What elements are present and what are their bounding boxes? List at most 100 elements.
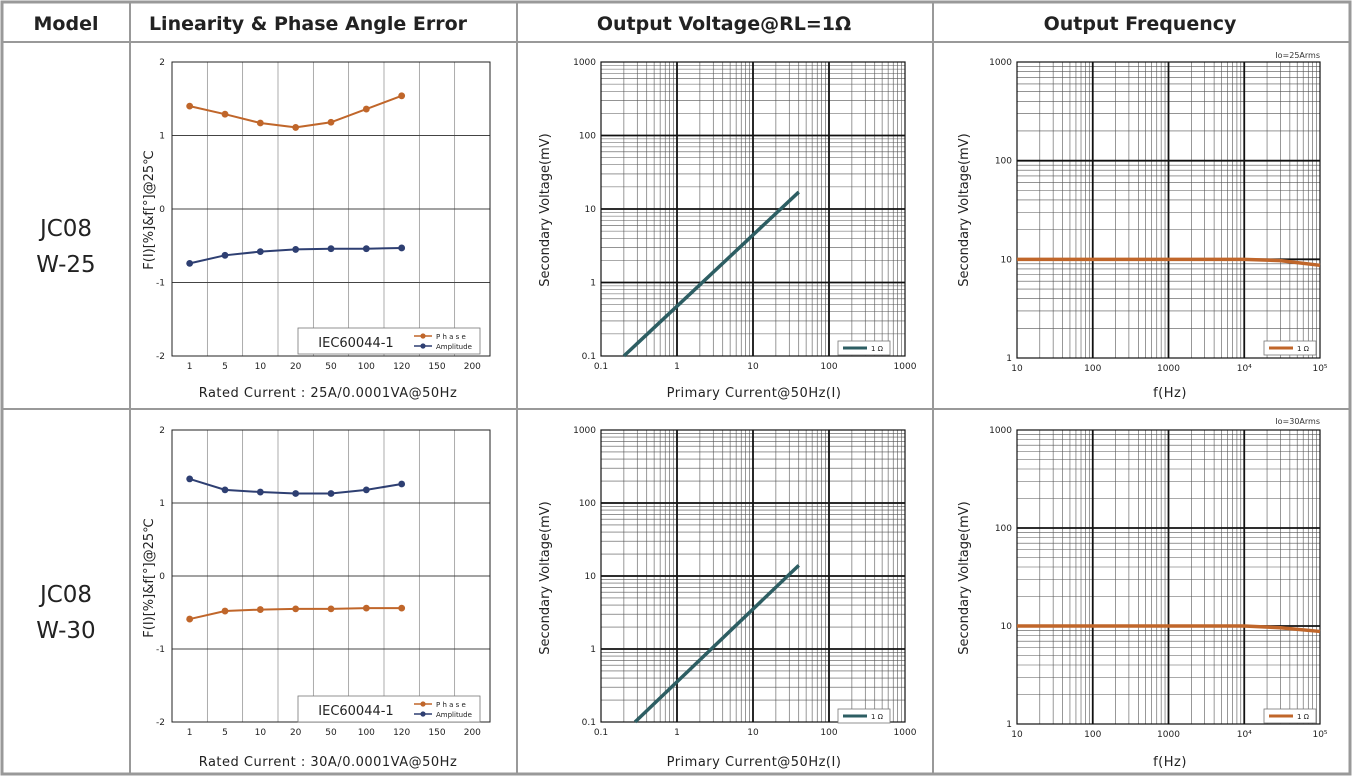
amplitude-data-point (256, 248, 264, 256)
model-name-1b: W-25 (36, 252, 95, 278)
frequency-legend-2: 1 Ω (1263, 708, 1317, 724)
x-tick-label: 0.1 (594, 728, 608, 738)
amplitude-data-point (256, 488, 264, 496)
y-tick-label: 0 (159, 572, 165, 582)
y-tick-label: 1 (1006, 720, 1012, 730)
lin-ylabel-2: F(I)[%]&f[°]@25℃ (142, 518, 157, 637)
legend-amplitude: Amplitude (436, 343, 472, 351)
legend-standard: IEC60044-1 (318, 704, 393, 719)
amplitude-data-point (221, 251, 229, 259)
output-voltage-chart-2: 0.1 1 10 100 1000 1000 100 10 1 0.1 (573, 426, 917, 738)
y-tick-label: 100 (995, 524, 1012, 534)
y-tick-label: 1000 (989, 426, 1012, 436)
frequency-legend-1: 1 Ω (1263, 340, 1317, 356)
y-tick-label: 2 (159, 426, 165, 436)
x-tick-label: 1000 (894, 362, 917, 372)
phase-data-point (221, 110, 229, 118)
x-tick-label: 10 (747, 362, 759, 372)
x-tick-label: 10 (1011, 730, 1023, 740)
phase-data-point (221, 607, 229, 615)
phase-data-point (398, 92, 406, 100)
amplitude-data-point (292, 490, 300, 497)
freq-ylabel-1: Secondary Voltage(mV) (957, 133, 972, 286)
x-tick-label: 10⁵ (1312, 364, 1327, 374)
phase-data-point (256, 606, 264, 613)
lin-xlabel-1: Rated Current : 25A/0.0001VA@50Hz (199, 386, 458, 401)
y-tick-label: -2 (156, 718, 165, 728)
x-tick-label: 20 (290, 728, 302, 738)
x-tick-label: 20 (290, 362, 302, 372)
voltage-legend-1: 1 Ω (837, 340, 891, 356)
volt-ylabel-2: Secondary Voltage(mV) (538, 501, 553, 654)
volt-ylabel-1: Secondary Voltage(mV) (538, 133, 553, 286)
x-tick-label: 10⁴ (1237, 730, 1252, 740)
series-line (1017, 257, 1321, 268)
x-tick-label: 10⁴ (1237, 364, 1252, 374)
x-tick-label: 100 (820, 362, 837, 372)
lin-ylabel-1: F(I)[%]&f[°]@25℃ (142, 150, 157, 269)
voltage-legend-label: 1 Ω (871, 713, 884, 721)
y-tick-label: 2 (159, 58, 165, 68)
x-tick-label: 0.1 (594, 362, 608, 372)
amplitude-data-point (292, 246, 300, 253)
phase-data-point (186, 615, 194, 623)
y-tick-label: -1 (156, 279, 165, 289)
x-tick-label: 100 (358, 728, 375, 738)
x-tick-label: 10 (255, 362, 267, 372)
y-tick-label: 100 (995, 157, 1012, 167)
freq-ylabel-2: Secondary Voltage(mV) (957, 501, 972, 654)
legend-phase: P h a s e (436, 333, 466, 341)
plot-frame (1016, 61, 1321, 359)
amplitude-data-point (398, 244, 406, 252)
x-tick-label: 50 (325, 728, 337, 738)
amplitude-data-point (362, 486, 370, 494)
y-tick-label: -1 (156, 645, 165, 655)
y-tick-label: 10 (1001, 622, 1013, 632)
y-tick-label: 1000 (573, 426, 596, 436)
y-tick-label: 1000 (573, 58, 596, 68)
x-tick-label: 100 (1084, 730, 1101, 740)
y-tick-label: 100 (579, 499, 596, 509)
phase-data-point (398, 604, 406, 612)
x-tick-label: 120 (393, 728, 410, 738)
amplitude-data-point (327, 245, 335, 253)
x-tick-label: 200 (464, 728, 481, 738)
y-tick-label: 1 (590, 645, 596, 655)
x-tick-label: 1 (674, 362, 680, 372)
voltage-legend-label: 1 Ω (871, 345, 884, 353)
linearity-legend-1: IEC60044-1 P h a s e Amplitude (297, 327, 481, 355)
y-tick-label: 1 (1006, 354, 1012, 364)
frequency-legend-label: 1 Ω (1297, 345, 1310, 353)
x-tick-label: 100 (358, 362, 375, 372)
legend-phase: P h a s e (436, 701, 466, 709)
x-tick-label: 100 (1084, 364, 1101, 374)
series-line (622, 190, 800, 358)
x-tick-label: 1000 (894, 728, 917, 738)
x-tick-label: 200 (464, 362, 481, 372)
phase-data-point (362, 604, 370, 612)
y-tick-label: -2 (156, 352, 165, 362)
y-tick-label: 0.1 (582, 352, 596, 362)
x-tick-label: 5 (222, 728, 228, 738)
x-tick-label: 10 (1011, 364, 1023, 374)
model-name-2a: JC08 (38, 582, 92, 608)
phase-data-point (292, 605, 300, 613)
volt-xlabel-1: Primary Current@50Hz(I) (667, 386, 842, 401)
header-output-voltage: Output Voltage@RL=1Ω (597, 13, 851, 35)
x-tick-label: 1 (674, 728, 680, 738)
x-tick-label: 10 (255, 728, 267, 738)
x-tick-label: 1 (187, 728, 193, 738)
x-tick-label: 5 (222, 362, 228, 372)
model-name-2b: W-30 (36, 618, 95, 644)
amplitude-data-point (327, 490, 335, 497)
header-output-frequency: Output Frequency (1044, 13, 1237, 35)
freq-note-2: Io=30Arms (1275, 417, 1320, 426)
voltage-legend-2: 1 Ω (837, 708, 891, 724)
phase-data-point (256, 119, 264, 127)
y-tick-label: 1000 (989, 58, 1012, 68)
frequency-legend-label: 1 Ω (1297, 713, 1310, 721)
